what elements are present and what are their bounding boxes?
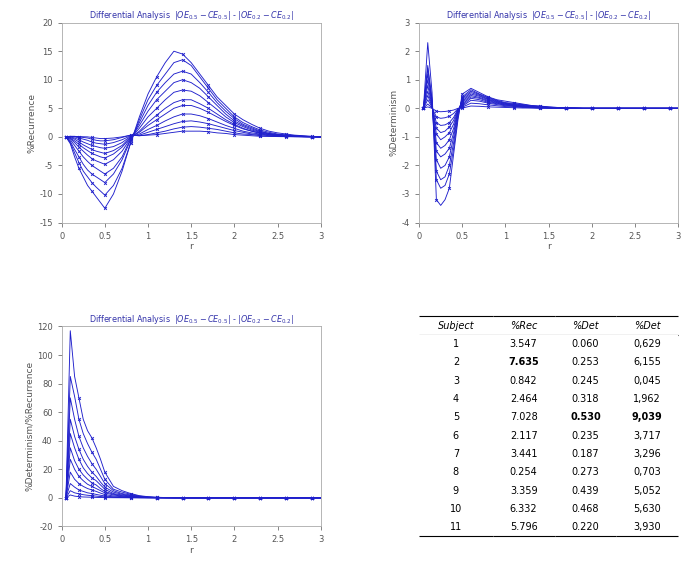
X-axis label: r: r xyxy=(189,546,193,555)
Y-axis label: %Determinism: %Determinism xyxy=(390,89,399,156)
Title: Differential Analysis  $|OE_{0.5} - CE_{0.5}|$ - $|OE_{0.2} - CE_{0.2}|$: Differential Analysis $|OE_{0.5} - CE_{0… xyxy=(89,10,293,23)
Y-axis label: %Recurrence: %Recurrence xyxy=(27,93,36,153)
Title: Differential Analysis  $|OE_{0.5} - CE_{0.5}|$ - $|OE_{0.2} - CE_{0.2}|$: Differential Analysis $|OE_{0.5} - CE_{0… xyxy=(447,10,651,23)
X-axis label: r: r xyxy=(189,242,193,251)
Title: Differential Analysis  $|OE_{0.5} - CE_{0.5}|$ - $|OE_{0.2} - CE_{0.2}|$: Differential Analysis $|OE_{0.5} - CE_{0… xyxy=(89,314,293,327)
X-axis label: r: r xyxy=(547,242,551,251)
Y-axis label: %Determinism/%Recurrence: %Determinism/%Recurrence xyxy=(25,361,34,491)
